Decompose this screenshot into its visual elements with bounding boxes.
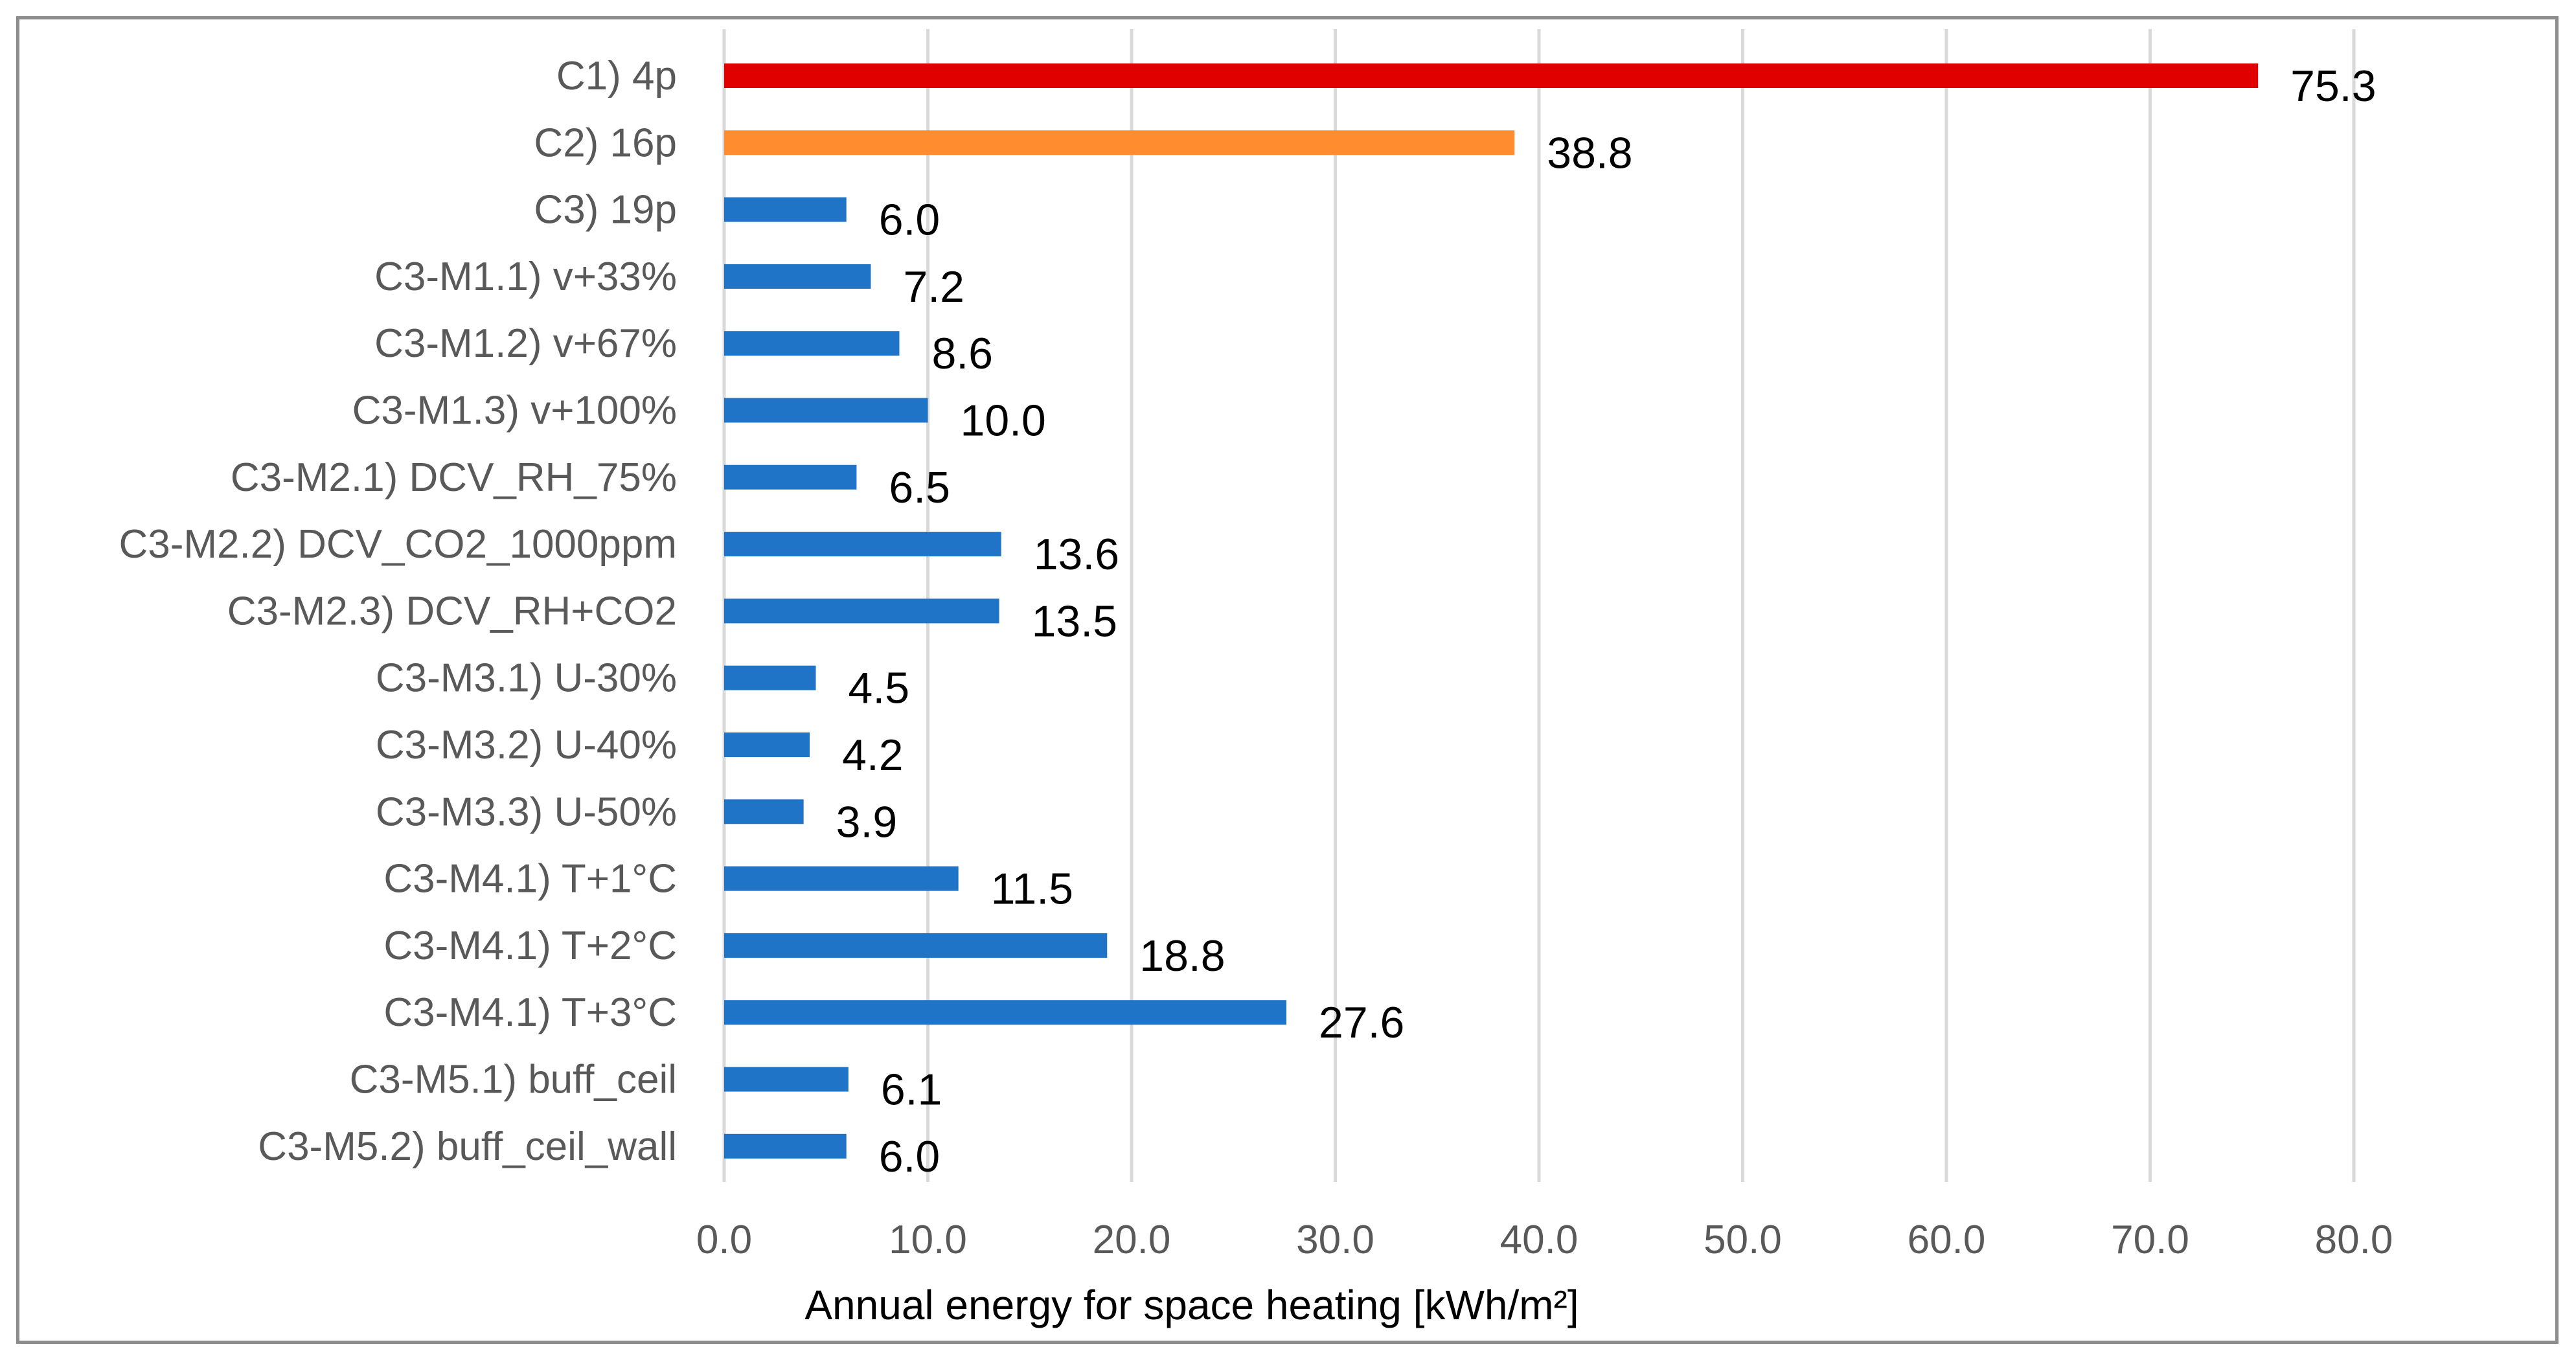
value-label: 38.8 [1547,128,1632,177]
category-label: C3-M4.1) T+2°C [383,924,677,968]
category-label: C3-M2.3) DCV_RH+CO2 [227,589,677,633]
bar [724,264,871,289]
bar [724,1067,849,1092]
value-label: 13.6 [1034,530,1119,579]
bar [724,197,847,222]
bar [724,732,810,757]
bar [724,665,816,690]
x-tick-label: 20.0 [1093,1218,1171,1262]
category-label: C3-M2.2) DCV_CO2_1000ppm [119,522,678,567]
value-label: 13.5 [1032,596,1117,646]
bar [724,799,804,824]
category-label: C3-M5.2) buff_ceil_wall [258,1124,677,1169]
value-label: 6.0 [879,196,940,245]
bar [724,398,928,423]
value-label: 7.2 [903,262,964,312]
category-label: C3-M5.1) buff_ceil [350,1058,677,1102]
category-label: C1) 4p [556,54,677,98]
category-label: C3-M3.1) U-30% [376,656,677,701]
category-label: C3-M1.3) v+100% [352,389,677,433]
bar [724,933,1108,958]
x-tick-label: 0.0 [696,1218,752,1262]
chart-frame [16,16,2559,1344]
bar [724,464,857,490]
x-tick-label: 50.0 [1704,1218,1782,1262]
category-label: C3) 19p [534,188,677,233]
value-label: 10.0 [961,396,1046,446]
category-label: C2) 16p [534,120,677,165]
bar [724,331,900,356]
value-label: 8.6 [931,329,993,378]
x-tick-label: 80.0 [2315,1218,2393,1262]
x-tick-label: 40.0 [1500,1218,1579,1262]
value-label: 75.3 [2290,62,2376,111]
value-label: 11.5 [991,865,1073,914]
value-label: 6.0 [879,1132,940,1181]
category-label: C3-M3.3) U-50% [376,789,677,834]
value-label: 3.9 [836,797,898,846]
value-label: 4.5 [849,664,910,713]
x-axis-title: Annual energy for space heating [kWh/m²] [804,1282,1579,1328]
bar [724,1000,1287,1025]
bar [724,866,959,891]
value-labels: 75.3 38.8 6.0 7.2 8.6 10.06.5 13.6 13.5 4.5 4.2 3.… [836,62,2377,1181]
value-label: 4.2 [842,731,904,780]
bars [724,63,2259,1159]
category-label: C3-M4.1) T+3°C [383,990,677,1035]
category-label: C3-M2.1) DCV_RH_75% [231,455,677,500]
value-label: 27.6 [1319,998,1404,1047]
value-label: 6.1 [881,1065,942,1115]
bar [724,63,2259,88]
category-label: C3-M4.1) T+1°C [383,857,677,902]
value-label: 18.8 [1139,931,1225,981]
x-tick-label: 70.0 [2111,1218,2189,1262]
bar [724,1133,847,1159]
value-label: 6.5 [889,463,950,512]
category-labels: C1) 4p C2) 16p C3) 19p C3-M1.1) v+33% C3-M1.… [119,54,678,1169]
bar [724,532,1001,557]
x-tick-label: 10.0 [889,1218,967,1262]
category-label: C3-M1.1) v+33% [374,255,677,299]
bar [724,598,999,624]
category-label: C3-M3.2) U-40% [376,723,677,767]
x-tick-label: 60.0 [1908,1218,1986,1262]
bar [724,130,1515,155]
x-tick-labels: 0.0 10.0 20.0 30.0 40.0 50.0 60.0 70.0 80.0 [696,1218,2393,1262]
category-label: C3-M1.2) v+67% [374,321,677,366]
x-tick-label: 30.0 [1296,1218,1374,1262]
